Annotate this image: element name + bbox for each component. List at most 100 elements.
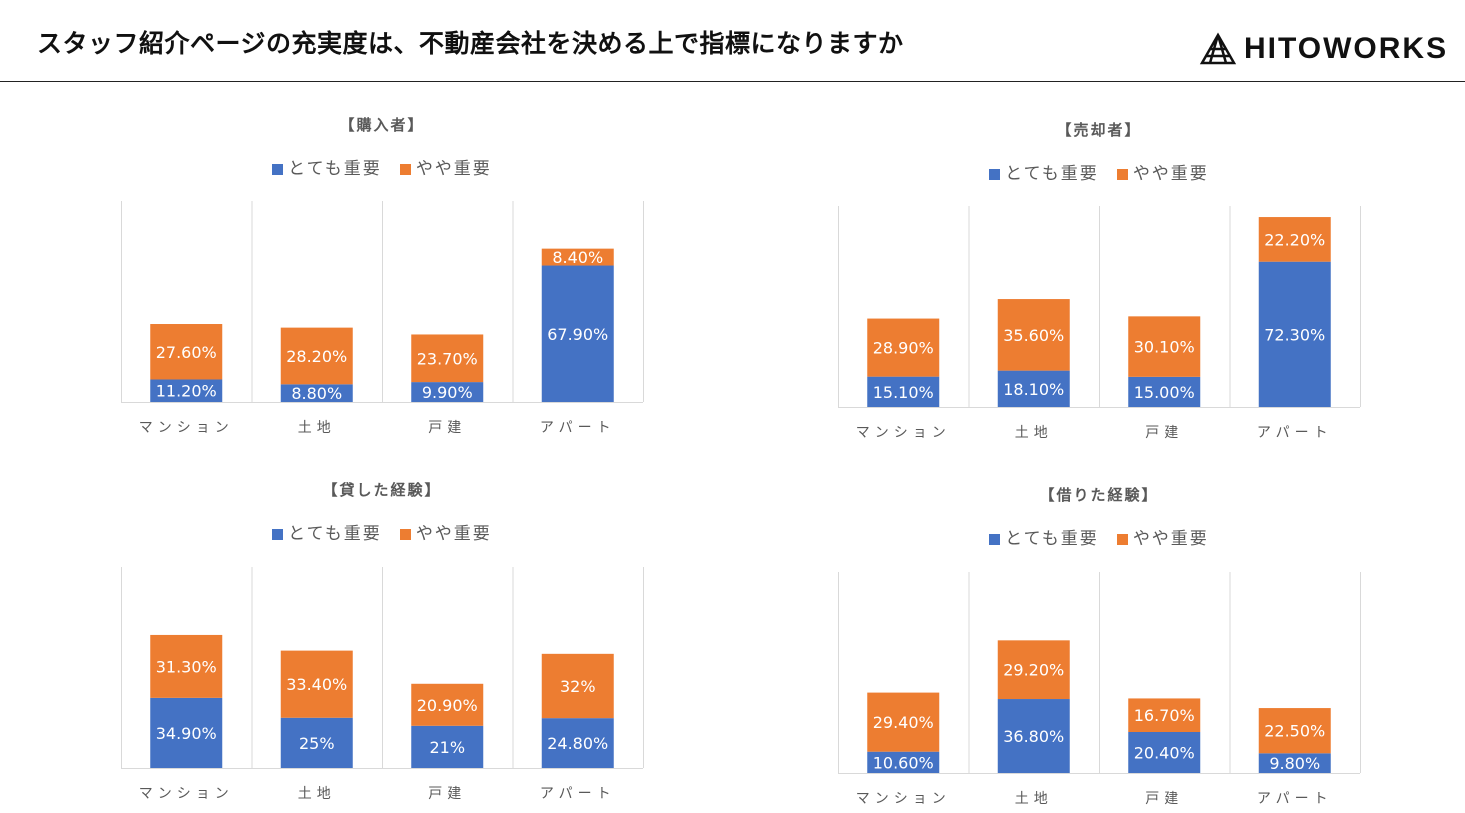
legend-label: とても重要 bbox=[1005, 164, 1099, 184]
legend-swatch bbox=[989, 533, 1001, 545]
header-divider bbox=[0, 81, 1465, 82]
category-label: 土地 bbox=[298, 786, 336, 802]
bar-somewhat bbox=[541, 653, 614, 719]
category-label: アパート bbox=[1257, 791, 1333, 807]
legend-label: とても重要 bbox=[288, 524, 382, 544]
legend-item-very: とても重要 bbox=[272, 519, 382, 544]
chart-title: 【借りた経験】 bbox=[1039, 486, 1159, 504]
legend-swatch bbox=[989, 168, 1001, 180]
legend-label: やや重要 bbox=[1132, 164, 1209, 184]
chart-title: 【貸した経験】 bbox=[322, 481, 442, 499]
plot-area: 15.10% 28.90% マンション 18.10% 35.60% 土地 15.00% 30.… bbox=[838, 206, 1361, 441]
data-label: 29.40% bbox=[873, 713, 934, 732]
data-label: 8.80% bbox=[291, 384, 342, 403]
data-label: 31.30% bbox=[156, 657, 217, 676]
legend-item-somewhat: やや重要 bbox=[1116, 159, 1209, 184]
data-label: 33.40% bbox=[286, 675, 347, 694]
data-label: 36.80% bbox=[1003, 727, 1064, 746]
data-label: 35.60% bbox=[1003, 326, 1064, 345]
data-label: 20.90% bbox=[417, 696, 478, 715]
bar-very bbox=[997, 370, 1070, 407]
bar-very bbox=[150, 697, 223, 768]
bar-very bbox=[1128, 731, 1201, 773]
data-label: 28.20% bbox=[286, 347, 347, 366]
data-label: 22.20% bbox=[1264, 230, 1325, 249]
bar-somewhat bbox=[997, 640, 1070, 700]
category-label: アパート bbox=[540, 786, 616, 802]
data-label: 20.40% bbox=[1134, 743, 1195, 762]
category-label: マンション bbox=[139, 420, 234, 436]
page-title: スタッフ紹介ページの充実度は、不動産会社を決める上で指標になりますか bbox=[37, 29, 904, 58]
legend-swatch bbox=[1116, 168, 1128, 180]
plot-area: 34.90% 31.30% マンション 25% 33.40% 土地 21% 20.90% 戸建 2… bbox=[121, 567, 644, 802]
plot-area: 10.60% 29.40% マンション 36.80% 29.20% 土地 20.40% 16.… bbox=[838, 572, 1361, 807]
chart-legend: とても重要 やや重要 bbox=[838, 524, 1360, 549]
category-label: 土地 bbox=[1015, 425, 1053, 441]
category-label: アパート bbox=[540, 420, 616, 436]
category-label: 土地 bbox=[298, 420, 336, 436]
category-label: アパート bbox=[1257, 425, 1333, 441]
data-label: 27.60% bbox=[156, 343, 217, 362]
data-label: 29.20% bbox=[1003, 661, 1064, 680]
bar-somewhat bbox=[1128, 698, 1201, 732]
legend-item-very: とても重要 bbox=[989, 159, 1099, 184]
bar-somewhat bbox=[1258, 708, 1331, 754]
data-label: 23.70% bbox=[417, 349, 478, 368]
data-label: 30.10% bbox=[1134, 338, 1195, 357]
chart-title: 【売却者】 bbox=[1056, 121, 1142, 139]
bar-very bbox=[1258, 753, 1331, 773]
category-label: マンション bbox=[856, 425, 951, 441]
bar-somewhat bbox=[411, 683, 484, 726]
chart-title: 【購入者】 bbox=[339, 116, 425, 134]
chart-legend: とても重要 やや重要 bbox=[121, 519, 643, 544]
plot-area: 11.20% 27.60% マンション 8.80% 28.20% 土地 9.90% 23.70… bbox=[121, 201, 644, 436]
data-label: 25% bbox=[299, 734, 335, 753]
category-label: 戸建 bbox=[428, 786, 466, 802]
bar-very bbox=[1128, 376, 1201, 407]
category-label: 戸建 bbox=[1145, 791, 1183, 807]
category-label: 土地 bbox=[1015, 791, 1053, 807]
category-label: 戸建 bbox=[1145, 425, 1183, 441]
legend-item-somewhat: やや重要 bbox=[1116, 524, 1209, 549]
data-label: 16.70% bbox=[1134, 706, 1195, 725]
data-label: 9.90% bbox=[422, 383, 473, 402]
bar-very bbox=[867, 376, 940, 407]
bar-very bbox=[541, 718, 614, 768]
bar-very bbox=[280, 717, 353, 768]
bar-somewhat bbox=[541, 248, 614, 266]
category-label: マンション bbox=[856, 791, 951, 807]
chart-legend: とても重要 やや重要 bbox=[121, 154, 643, 179]
bar-very bbox=[997, 699, 1070, 773]
data-label: 32% bbox=[560, 677, 596, 696]
bar-very bbox=[541, 265, 614, 402]
legend-item-very: とても重要 bbox=[272, 154, 382, 179]
legend-label: やや重要 bbox=[415, 524, 492, 544]
bar-very bbox=[1258, 261, 1331, 407]
bar-somewhat bbox=[997, 299, 1070, 371]
logo-text: HITOWORKS bbox=[1244, 32, 1449, 65]
bar-somewhat bbox=[867, 692, 940, 752]
bar-somewhat bbox=[280, 650, 353, 718]
data-label: 67.90% bbox=[547, 325, 608, 344]
category-label: 戸建 bbox=[428, 420, 466, 436]
legend-item-very: とても重要 bbox=[989, 524, 1099, 549]
legend-swatch bbox=[399, 163, 411, 175]
bar-somewhat bbox=[867, 318, 940, 377]
data-label: 28.90% bbox=[873, 339, 934, 358]
bar-very bbox=[867, 751, 940, 773]
data-label: 18.10% bbox=[1003, 380, 1064, 399]
legend-label: やや重要 bbox=[1132, 529, 1209, 549]
chart-legend: とても重要 やや重要 bbox=[838, 159, 1360, 184]
bar-somewhat bbox=[1258, 217, 1331, 262]
data-label: 8.40% bbox=[552, 248, 603, 267]
legend-swatch bbox=[272, 163, 284, 175]
data-label: 11.20% bbox=[156, 382, 217, 401]
legend-swatch bbox=[1116, 533, 1128, 545]
bar-very bbox=[411, 382, 484, 402]
bar-very bbox=[411, 725, 484, 768]
legend-label: とても重要 bbox=[288, 159, 382, 179]
data-label: 34.90% bbox=[156, 724, 217, 743]
data-label: 15.00% bbox=[1134, 383, 1195, 402]
legend-item-somewhat: やや重要 bbox=[399, 154, 492, 179]
bar-somewhat bbox=[150, 324, 223, 380]
